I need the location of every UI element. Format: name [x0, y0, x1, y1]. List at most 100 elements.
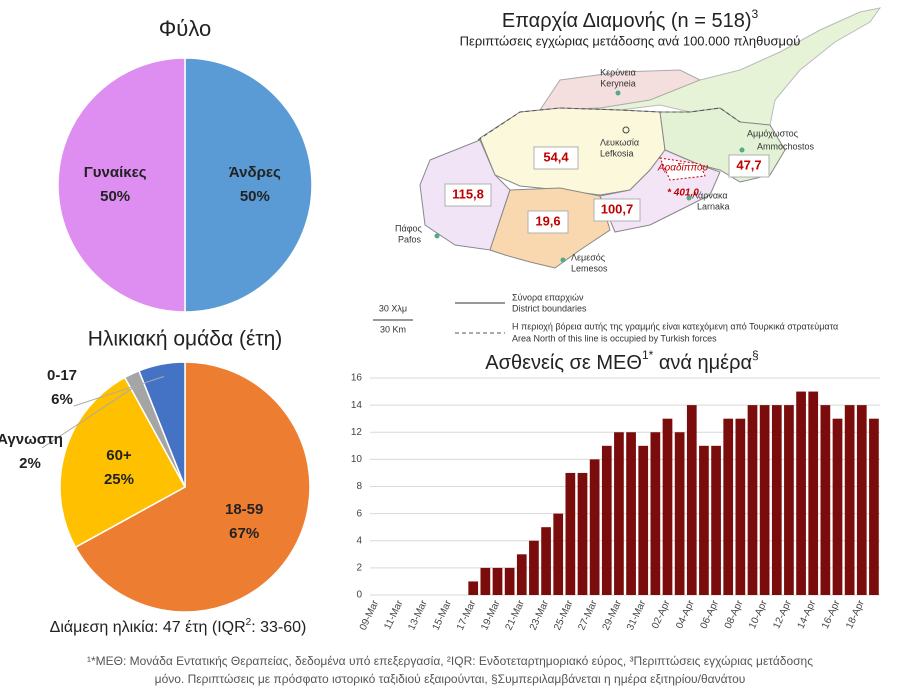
- bar: [468, 581, 479, 595]
- slice-label: 0-17: [47, 367, 77, 384]
- x-tick-label: 16-Apr: [820, 598, 843, 630]
- city-dot: [686, 195, 692, 201]
- caption-text: : 33-60): [251, 619, 306, 636]
- map-title-sup: 3: [752, 7, 759, 21]
- map-keryneia: [539, 69, 702, 111]
- bar: [601, 445, 612, 595]
- bar: [869, 418, 879, 595]
- bar: [553, 513, 564, 595]
- district-name: Πάφος: [395, 223, 423, 233]
- x-tick-label: 25-Mar: [552, 598, 576, 632]
- pie-slice: [59, 376, 187, 549]
- y-tick-label: 14: [351, 400, 363, 411]
- x-tick-label: 18-Apr: [844, 598, 867, 630]
- bar: [699, 445, 709, 595]
- bar: [856, 405, 867, 595]
- district-name: Κερύνεια: [600, 67, 636, 77]
- city-dot: [739, 147, 745, 153]
- x-tick-label: 14-Apr: [796, 598, 819, 630]
- bar: [492, 567, 503, 595]
- bar: [711, 445, 721, 595]
- bar: [759, 405, 770, 595]
- pie-caption: Διάμεση ηλικία: 47 έτη (IQR2: 33-60): [50, 617, 307, 637]
- pie-slice: [57, 57, 186, 313]
- bar: [516, 554, 527, 595]
- x-tick-label: 13-Mar: [406, 598, 430, 632]
- y-tick-label: 16: [351, 373, 363, 384]
- bar: [577, 472, 588, 595]
- district-rate: 54,4: [543, 149, 569, 164]
- bar: [796, 391, 806, 595]
- x-tick-label: 10-Apr: [747, 598, 770, 630]
- slice-value: 2%: [19, 455, 41, 472]
- bar-title-sup: §: [752, 348, 759, 362]
- y-tick-label: 12: [351, 427, 363, 438]
- x-tick-label: 29-Mar: [601, 598, 625, 632]
- slice-value: 50%: [100, 188, 130, 205]
- rate-box: [728, 154, 770, 178]
- bar: [832, 418, 843, 595]
- x-tick-label: 09-Mar: [358, 598, 382, 632]
- district-name-en: Lefkosia: [600, 148, 634, 158]
- leader-line: [73, 376, 165, 407]
- district-name: Αμμόχωστος: [747, 128, 799, 138]
- district-name-en: Larnaka: [697, 201, 730, 211]
- x-tick-label: 17-Mar: [455, 598, 479, 632]
- bar: [808, 391, 819, 595]
- highlight-name: Αραδίππου: [657, 162, 709, 174]
- bar: [529, 540, 539, 595]
- y-tick-label: 0: [356, 590, 362, 601]
- slice-label: Άγνωστη: [0, 431, 63, 448]
- x-tick-label: 04-Apr: [674, 598, 697, 630]
- x-tick-label: 11-Mar: [382, 598, 405, 631]
- y-tick-label: 4: [356, 535, 362, 546]
- bar: [650, 432, 661, 595]
- caption-sup: 2: [246, 617, 252, 628]
- bar: [614, 432, 624, 595]
- pie-slice: [138, 361, 186, 488]
- x-tick-label: 23-Mar: [528, 598, 552, 632]
- district-name: Λεμεσός: [571, 252, 606, 262]
- y-tick-label: 6: [356, 508, 362, 519]
- bar: [626, 432, 636, 595]
- map-aradippou: [659, 157, 706, 181]
- city-dot: [560, 257, 566, 263]
- slice-value: 25%: [104, 471, 134, 488]
- x-tick-label: 08-Apr: [723, 598, 746, 630]
- district-name: Λευκωσία: [600, 137, 639, 147]
- bar: [686, 405, 697, 595]
- rate-box: [444, 183, 492, 207]
- legend-text: Area North of this line is occupied by T…: [512, 333, 717, 343]
- map-subtitle: Περιπτώσεις εγχώριας μετάδοσης ανά 100.0…: [460, 33, 801, 48]
- legend-text: Η περιοχή βόρεια αυτής της γραμμής είναι…: [512, 321, 838, 331]
- bar: [784, 405, 794, 595]
- highlight-rate: * 401,0: [667, 188, 699, 199]
- pie-title: Ηλικιακή ομάδα (έτη): [88, 328, 283, 351]
- x-tick-label: 19-Mar: [479, 598, 503, 632]
- scale-label: 30 Km: [380, 324, 406, 334]
- slice-value: 6%: [51, 391, 73, 408]
- slice-label: 60+: [106, 447, 132, 464]
- bar: [723, 418, 734, 595]
- x-tick-label: 21-Mar: [504, 598, 528, 632]
- bar: [589, 459, 600, 595]
- bar: [735, 418, 746, 595]
- bar: [771, 405, 782, 595]
- rate-box: [593, 198, 641, 222]
- district-name-en: Lemesos: [571, 263, 608, 273]
- x-tick-label: 31-Mar: [625, 598, 649, 632]
- bar: [504, 567, 515, 595]
- bar: [541, 527, 551, 595]
- map-title-text: Επαρχία Διαμονής (n = 518): [502, 10, 752, 32]
- district-name-en: Ammochostos: [757, 141, 815, 151]
- bar: [844, 405, 855, 595]
- x-tick-label: 27-Mar: [576, 598, 600, 632]
- slice-value: 67%: [229, 525, 259, 542]
- pie-slice: [184, 57, 313, 313]
- bar-title: Ασθενείς σε ΜΕΘ1* ανά ημέρα§: [485, 348, 758, 374]
- bar: [747, 405, 758, 595]
- scale-label: 30 Χλμ: [379, 303, 407, 313]
- bar: [480, 567, 491, 595]
- district-rate: 19,6: [535, 213, 560, 228]
